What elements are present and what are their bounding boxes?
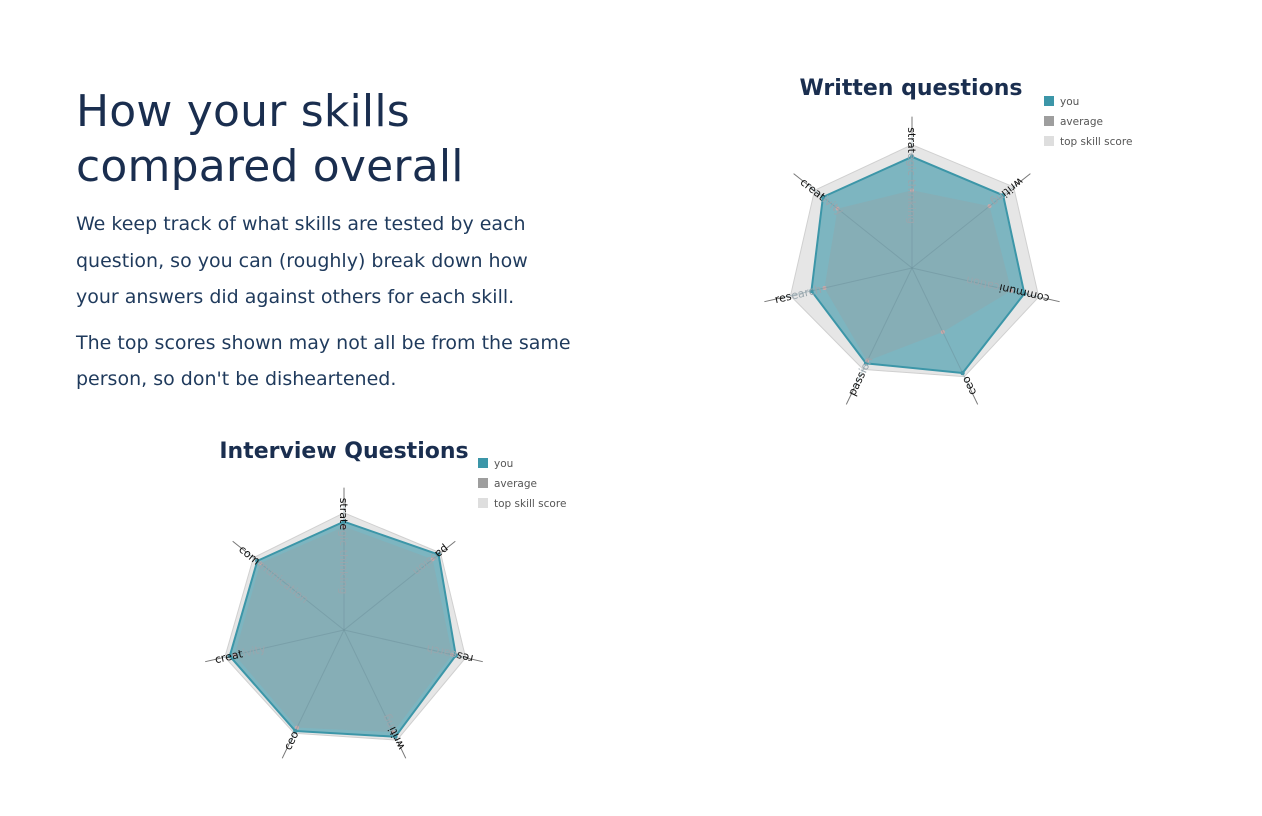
axis-line bbox=[343, 551, 442, 631]
axis-line bbox=[343, 629, 399, 743]
average-point bbox=[822, 285, 827, 290]
legend-label: top skill score bbox=[494, 498, 566, 510]
axis-label-strategic-thinking: strategic thinking bbox=[337, 498, 350, 595]
svg-text:strategic thinking: strategic thinking bbox=[905, 127, 918, 224]
average-point bbox=[391, 730, 396, 735]
you-point bbox=[820, 194, 826, 200]
axis-line bbox=[222, 629, 345, 659]
intro-p1-line1: We keep track of what skills are tested … bbox=[76, 213, 526, 235]
axis-line bbox=[853, 267, 913, 388]
page-title-line1: How your skills bbox=[76, 86, 410, 137]
svg-text:ceo: ceo bbox=[959, 374, 979, 397]
axis-tick bbox=[232, 540, 247, 553]
chart-title: Interview Questions bbox=[219, 439, 468, 464]
average-point bbox=[450, 652, 455, 657]
axis-line bbox=[343, 629, 466, 659]
you-point bbox=[341, 519, 347, 524]
axis-line bbox=[911, 184, 1017, 269]
you-point bbox=[255, 558, 260, 564]
you-point bbox=[453, 653, 458, 658]
legend-label: you bbox=[1060, 96, 1079, 108]
svg-text:strategic thinking: strategic thinking bbox=[337, 498, 350, 595]
legend-label: average bbox=[1060, 116, 1103, 128]
intro-p2-line1: The top scores shown may not all be from… bbox=[76, 331, 571, 354]
average-point bbox=[987, 204, 992, 209]
axis-tick bbox=[764, 297, 783, 303]
average-point bbox=[232, 652, 237, 657]
axis-tick bbox=[441, 540, 456, 553]
legend-swatch bbox=[1044, 136, 1054, 146]
average-point bbox=[342, 524, 346, 529]
svg-text:creativity: creativity bbox=[214, 642, 268, 666]
you-point bbox=[863, 361, 869, 366]
average-point bbox=[910, 188, 914, 193]
legend-swatch bbox=[1044, 96, 1054, 106]
intro-section: How your skills compared overall We keep… bbox=[76, 84, 636, 398]
axis-tick bbox=[1041, 297, 1060, 303]
legend-label: top skill score bbox=[1060, 136, 1132, 148]
average-point bbox=[940, 329, 945, 334]
legend-swatch bbox=[478, 498, 488, 508]
you-point bbox=[1022, 291, 1027, 296]
average-point bbox=[430, 557, 435, 562]
you-point bbox=[436, 552, 441, 557]
intro-p2-line2: person, so don't be disheartened. bbox=[76, 368, 397, 390]
page-title-line2: compared overall bbox=[76, 141, 464, 192]
axis-label-creativity: creativity bbox=[214, 642, 268, 666]
you-point bbox=[293, 728, 298, 734]
axis-tick bbox=[845, 387, 855, 405]
axis-line bbox=[911, 267, 971, 388]
legend-swatch bbox=[1044, 116, 1054, 126]
average-area bbox=[234, 526, 453, 733]
axis-label-passion: passion bbox=[846, 354, 876, 397]
axis-tick bbox=[205, 657, 223, 663]
svg-text:passion: passion bbox=[846, 354, 876, 397]
axis-label-strategic-thinking: strategic thinking bbox=[905, 127, 918, 224]
intro-paragraph-2: The top scores shown may not all be from… bbox=[76, 325, 636, 398]
you-point bbox=[393, 734, 398, 739]
you-point bbox=[1000, 193, 1006, 198]
average-point bbox=[258, 561, 263, 566]
intro-p1-line3: your answers did against others for each… bbox=[76, 286, 515, 308]
chart-title: Written questions bbox=[800, 76, 1023, 101]
axis-tick bbox=[1015, 173, 1031, 186]
you-area bbox=[228, 520, 457, 738]
axis-line bbox=[911, 267, 1042, 299]
intro-p1-line2: question, so you can (roughly) break dow… bbox=[76, 249, 528, 272]
legend-label: average bbox=[494, 478, 537, 490]
axis-tick bbox=[397, 742, 407, 759]
axis-tick bbox=[969, 387, 979, 405]
you-point bbox=[909, 154, 915, 159]
average-point bbox=[1009, 288, 1014, 293]
axis-line bbox=[782, 267, 913, 299]
legend-swatch bbox=[478, 458, 488, 468]
you-point bbox=[960, 370, 965, 376]
axis-tick bbox=[465, 657, 483, 663]
axis-tick bbox=[793, 173, 809, 186]
axis-line bbox=[807, 184, 913, 269]
axis-label-ceo: ceo bbox=[959, 374, 979, 397]
legend-swatch bbox=[478, 478, 488, 488]
axis-line bbox=[289, 629, 345, 743]
page-title: How your skills compared overall bbox=[76, 84, 636, 194]
axis-line bbox=[246, 551, 345, 631]
average-point bbox=[294, 725, 299, 730]
you-point bbox=[227, 653, 232, 659]
intro-paragraph-1: We keep track of what skills are tested … bbox=[76, 206, 636, 316]
legend-label: you bbox=[494, 458, 513, 470]
axis-tick bbox=[281, 742, 291, 759]
average-point bbox=[835, 206, 840, 211]
you-area bbox=[810, 155, 1026, 375]
average-area bbox=[824, 190, 1012, 361]
you-point bbox=[809, 288, 814, 294]
